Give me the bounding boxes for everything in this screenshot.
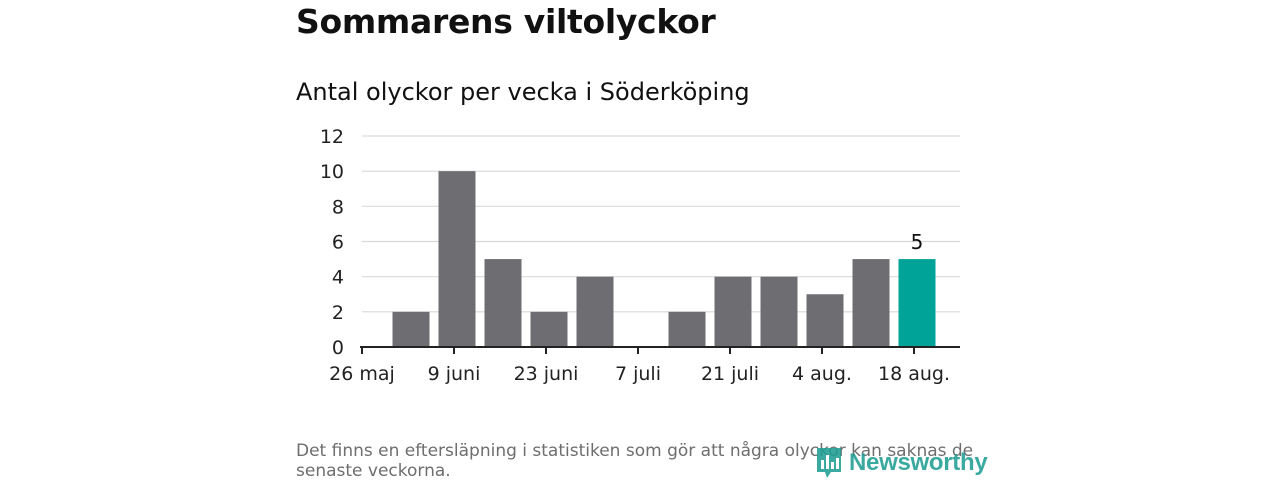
bar <box>760 276 798 347</box>
bar <box>484 259 522 347</box>
x-tick-label: 18 aug. <box>878 363 950 385</box>
bar <box>714 276 752 347</box>
chart-title: Sommarens viltolyckor <box>296 2 716 41</box>
logo-text: Newsworthy <box>849 449 988 476</box>
y-tick-label: 8 <box>332 196 344 218</box>
x-tick-label: 4 aug. <box>792 363 852 385</box>
bar <box>806 294 844 347</box>
bar <box>530 311 568 347</box>
x-tick-label: 21 juli <box>701 363 759 385</box>
bar <box>438 171 476 347</box>
y-tick-label: 0 <box>332 337 344 359</box>
x-tick-label: 7 juli <box>615 363 661 385</box>
bar <box>852 259 890 347</box>
x-tick-label: 23 juni <box>514 363 579 385</box>
newsworthy-logo: Newsworthy <box>815 446 988 480</box>
bar-highlight <box>898 259 936 347</box>
x-axis <box>360 346 960 354</box>
highlight-value-label: 5 <box>911 230 924 254</box>
chart-subtitle: Antal olyckor per vecka i Söderköping <box>296 78 750 106</box>
y-tick-label: 4 <box>332 267 344 289</box>
x-tick-label: 26 maj <box>329 363 395 385</box>
y-axis-labels: 0 2 4 6 8 10 12 <box>320 126 344 359</box>
footnote: Det finns en eftersläpning i statistiken… <box>296 441 974 481</box>
annotations: 5 <box>911 230 924 254</box>
x-axis-labels: 26 maj 9 juni 23 juni 7 juli 21 juli 4 aug. 18… <box>329 363 950 385</box>
bars <box>392 171 936 347</box>
x-tick-label: 9 juni <box>428 363 481 385</box>
bar <box>668 311 706 347</box>
bar <box>576 276 614 347</box>
y-tick-label: 2 <box>332 302 344 324</box>
y-tick-label: 10 <box>320 161 344 183</box>
y-tick-label: 12 <box>320 126 344 148</box>
bar <box>392 311 430 347</box>
y-tick-label: 6 <box>332 232 344 254</box>
newsworthy-logo-icon <box>817 448 841 478</box>
